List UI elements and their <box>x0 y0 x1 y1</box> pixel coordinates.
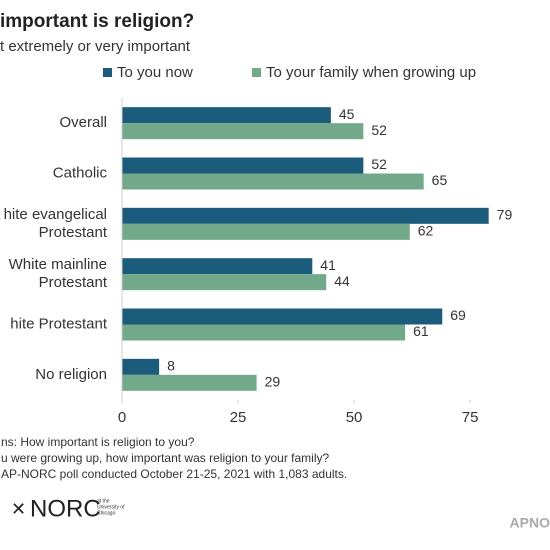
y-tick-line: White mainline <box>9 256 107 273</box>
legend-label: To your family when growing up <box>266 64 476 81</box>
chart-subtitle: t extremely or very important <box>0 38 191 55</box>
value-label: 65 <box>432 172 448 188</box>
bar <box>122 157 364 174</box>
x-tick-label: 25 <box>230 409 247 426</box>
logo-sub: at the <box>97 498 110 504</box>
y-tick-line: Protestant <box>39 274 108 291</box>
value-label: 62 <box>418 223 434 239</box>
value-label: 69 <box>450 307 466 323</box>
bar <box>122 274 327 291</box>
bar <box>122 308 443 325</box>
x-tick-label: 50 <box>346 409 363 426</box>
logo-star: ✕ <box>11 499 26 519</box>
y-tick-line: Protestant <box>39 224 108 241</box>
legend-label: To you now <box>117 64 193 81</box>
bar <box>122 123 364 140</box>
x-tick-label: 0 <box>118 409 126 426</box>
value-label: 45 <box>339 106 355 122</box>
value-label: 44 <box>334 273 350 289</box>
value-label: 79 <box>497 207 513 223</box>
y-tick-label: No religion <box>35 366 107 383</box>
value-label: 8 <box>167 358 175 374</box>
y-tick-label: hite Protestant <box>10 315 108 332</box>
x-tick-label: 75 <box>462 409 479 426</box>
logo: ✕ NORC at the University of Chicago <box>11 495 125 522</box>
corner-text: APNO <box>510 515 550 531</box>
y-tick-label: Catholic <box>53 164 108 181</box>
value-label: 41 <box>320 257 336 273</box>
note: ns: How important is religion to you? <box>1 435 195 449</box>
value-label: 52 <box>371 156 387 172</box>
legend-swatch <box>103 68 112 77</box>
value-label: 29 <box>265 374 281 390</box>
bar <box>122 173 424 190</box>
bar <box>122 324 406 341</box>
bar <box>122 223 410 240</box>
note: u were growing up, how important was rel… <box>1 451 329 465</box>
y-tick-line: hite evangelical <box>4 206 107 223</box>
y-tick-label: hite evangelical Protestant <box>4 206 108 241</box>
y-tick-label: White mainline Protestant <box>9 256 108 291</box>
note: AP-NORC poll conducted October 21-25, 20… <box>1 467 347 481</box>
chart-title: important is religion? <box>0 11 194 32</box>
logo-sub: Chicago <box>97 510 116 516</box>
bar <box>122 258 313 275</box>
value-label: 52 <box>371 122 387 138</box>
bar <box>122 358 160 375</box>
bar <box>122 374 257 391</box>
bar <box>122 207 489 224</box>
legend-swatch <box>252 68 261 77</box>
bar <box>122 107 331 124</box>
value-label: 61 <box>413 323 429 339</box>
logo-sub: University of <box>97 504 125 510</box>
y-tick-label: Overall <box>59 114 107 131</box>
logo-text: NORC <box>30 495 101 522</box>
